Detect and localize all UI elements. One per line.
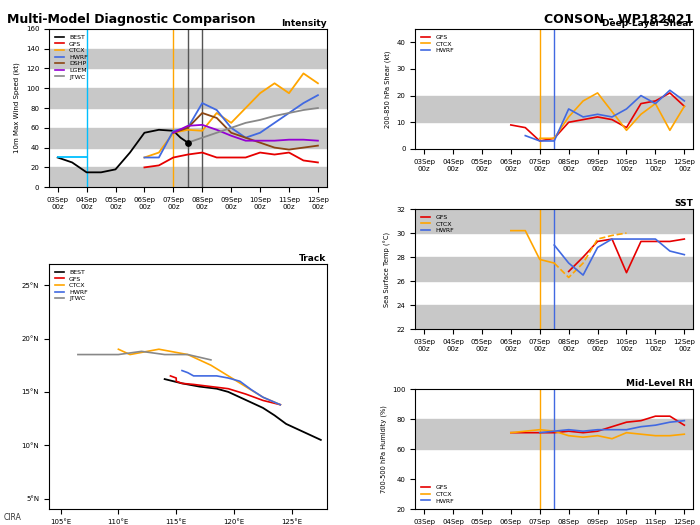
Point bbox=[182, 139, 193, 147]
Y-axis label: 700-500 hPa Humidity (%): 700-500 hPa Humidity (%) bbox=[380, 405, 386, 493]
Text: Mid-Level RH: Mid-Level RH bbox=[626, 380, 693, 388]
Legend: GFS, CTCX, HWRF: GFS, CTCX, HWRF bbox=[419, 32, 456, 56]
Bar bbox=[415, 209, 693, 233]
Y-axis label: 200-850 hPa Shear (kt): 200-850 hPa Shear (kt) bbox=[384, 50, 391, 128]
Legend: BEST, GFS, CTCX, HWRF, DSHP, LGEM, JTWC: BEST, GFS, CTCX, HWRF, DSHP, LGEM, JTWC bbox=[52, 32, 90, 82]
Bar bbox=[415, 96, 693, 122]
Text: Intensity: Intensity bbox=[281, 19, 327, 28]
Bar bbox=[49, 128, 327, 148]
Text: SST: SST bbox=[674, 200, 693, 208]
Text: Multi-Model Diagnostic Comparison: Multi-Model Diagnostic Comparison bbox=[7, 13, 256, 26]
Bar bbox=[49, 49, 327, 68]
Bar bbox=[49, 167, 327, 187]
Bar bbox=[415, 419, 693, 449]
Y-axis label: 10m Max Wind Speed (kt): 10m Max Wind Speed (kt) bbox=[14, 62, 20, 153]
Bar bbox=[49, 88, 327, 108]
Bar bbox=[415, 305, 693, 329]
Legend: BEST, GFS, CTCX, HWRF, JTWC: BEST, GFS, CTCX, HWRF, JTWC bbox=[52, 267, 90, 304]
Text: CIRA: CIRA bbox=[4, 513, 22, 522]
Legend: GFS, CTCX, HWRF: GFS, CTCX, HWRF bbox=[419, 212, 456, 236]
Legend: GFS, CTCX, HWRF: GFS, CTCX, HWRF bbox=[419, 482, 456, 506]
Y-axis label: Sea Surface Temp (°C): Sea Surface Temp (°C) bbox=[384, 232, 391, 307]
Text: Track: Track bbox=[300, 254, 327, 263]
Text: CONSON - WP182021: CONSON - WP182021 bbox=[544, 13, 693, 26]
Text: Deep-Layer Shear: Deep-Layer Shear bbox=[602, 19, 693, 28]
Bar bbox=[415, 257, 693, 281]
